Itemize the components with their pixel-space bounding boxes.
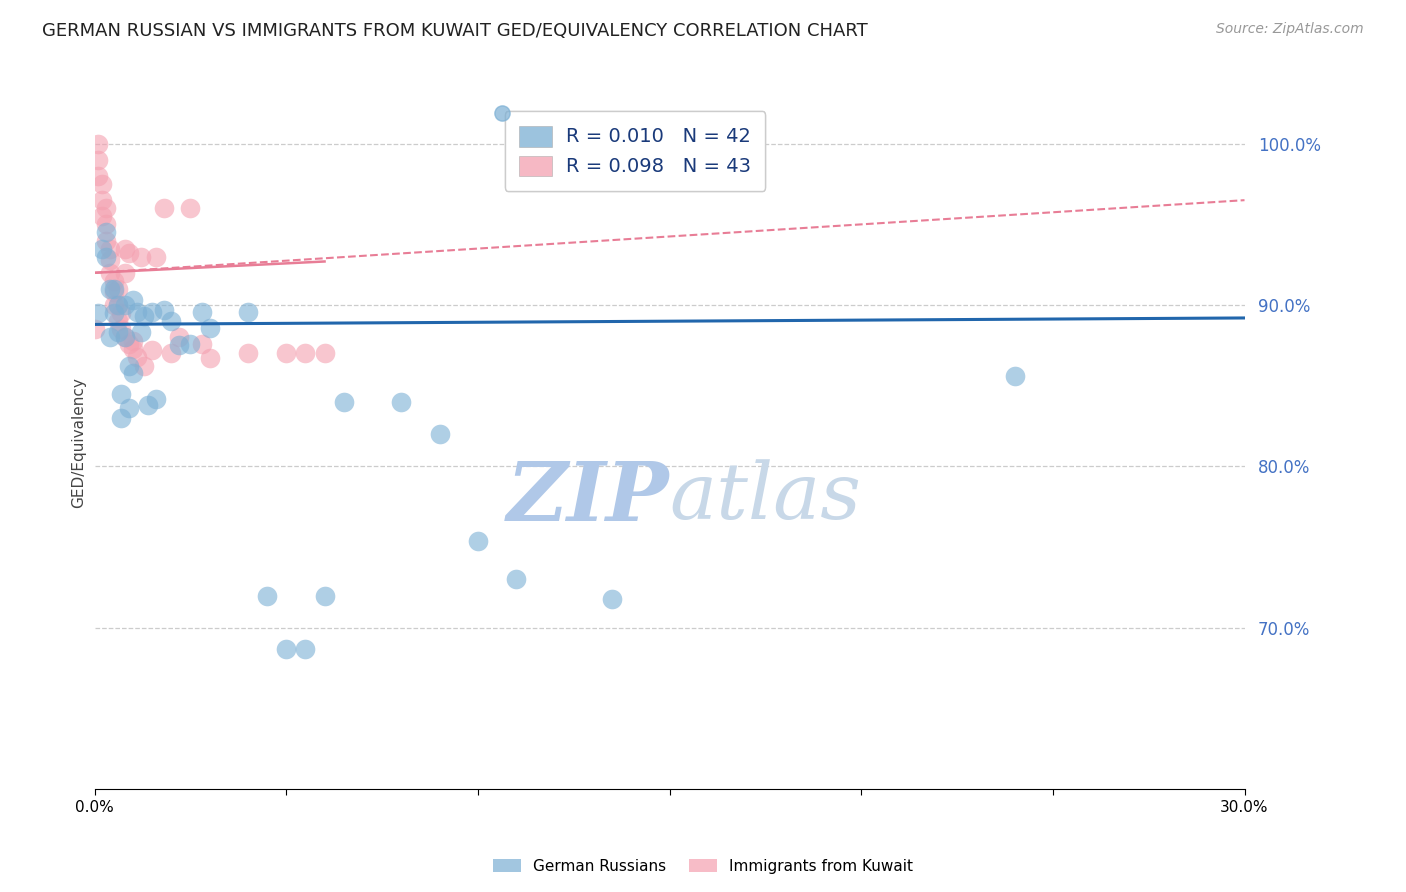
Point (179, 336, 201, 351)
Point (94, 226, 117, 240)
Point (91, 242, 114, 256)
Point (103, 306, 125, 320)
Point (114, 330, 136, 344)
Point (256, 589, 278, 603)
Point (87, 153, 110, 167)
Point (98, 242, 121, 256)
Point (191, 304, 214, 318)
Point (87, 306, 110, 320)
Point (107, 326, 129, 340)
Point (134, 310, 156, 324)
Point (134, 359, 156, 374)
Point (145, 392, 167, 406)
Y-axis label: GED/Equivalency: GED/Equivalency (72, 376, 86, 508)
Point (1004, 369, 1026, 384)
Point (141, 304, 163, 318)
Point (114, 330, 136, 344)
Point (505, 573, 527, 587)
Point (122, 293, 145, 308)
Point (118, 401, 141, 416)
Point (332, 395, 354, 409)
Point (122, 342, 145, 356)
Point (389, 395, 412, 409)
Point (191, 336, 214, 351)
Point (198, 351, 221, 366)
Point (167, 330, 190, 344)
Legend: German Russians, Immigrants from Kuwait: German Russians, Immigrants from Kuwait (486, 853, 920, 880)
Point (294, 641, 316, 656)
Point (103, 274, 125, 288)
Point (125, 350, 148, 364)
Point (236, 304, 259, 318)
Point (314, 346, 336, 360)
Point (600, 591, 623, 606)
Point (294, 346, 316, 360)
Point (110, 322, 132, 336)
Point (110, 386, 132, 401)
Point (167, 338, 190, 352)
Point (160, 346, 183, 360)
Point (118, 246, 141, 260)
Point (103, 282, 125, 296)
Point (236, 346, 259, 360)
Point (276, 346, 298, 360)
Point (98, 282, 121, 296)
Point (98, 252, 121, 267)
Point (129, 250, 152, 264)
Point (98, 266, 121, 280)
Point (114, 266, 136, 280)
Point (94, 201, 117, 215)
Point (94, 250, 117, 264)
Point (136, 398, 159, 412)
Point (91, 177, 114, 191)
Point (87, 169, 110, 183)
Point (276, 641, 298, 656)
Point (429, 427, 451, 442)
Point (107, 298, 129, 312)
Point (107, 314, 129, 328)
Point (98, 330, 121, 344)
Point (160, 314, 183, 328)
Point (87, 136, 110, 151)
Text: atlas: atlas (669, 459, 862, 536)
Point (129, 326, 152, 340)
Point (179, 201, 201, 215)
Point (107, 298, 129, 312)
Point (94, 234, 117, 248)
Point (118, 359, 141, 374)
Point (103, 298, 125, 312)
Point (125, 304, 148, 318)
Text: GERMAN RUSSIAN VS IMMIGRANTS FROM KUWAIT GED/EQUIVALENCY CORRELATION CHART: GERMAN RUSSIAN VS IMMIGRANTS FROM KUWAIT… (42, 22, 868, 40)
Point (152, 201, 174, 215)
Point (110, 411, 132, 425)
Legend: R = 0.010   N = 42, R = 0.098   N = 43: R = 0.010 N = 42, R = 0.098 N = 43 (505, 112, 765, 191)
Point (94, 218, 117, 232)
Point (198, 320, 221, 334)
Point (114, 298, 136, 312)
Point (122, 366, 145, 380)
Point (145, 250, 167, 264)
Point (91, 209, 114, 223)
Point (114, 242, 136, 256)
Text: Source: ZipAtlas.com: Source: ZipAtlas.com (1216, 22, 1364, 37)
Point (122, 334, 145, 348)
Point (314, 589, 336, 603)
Point (91, 193, 114, 207)
Point (83, 322, 105, 336)
Point (152, 302, 174, 317)
Point (107, 282, 129, 296)
Point (467, 533, 489, 548)
Point (103, 285, 125, 300)
Point (118, 336, 141, 351)
Point (110, 306, 132, 320)
Text: ZIP: ZIP (508, 458, 669, 538)
Point (141, 343, 163, 358)
